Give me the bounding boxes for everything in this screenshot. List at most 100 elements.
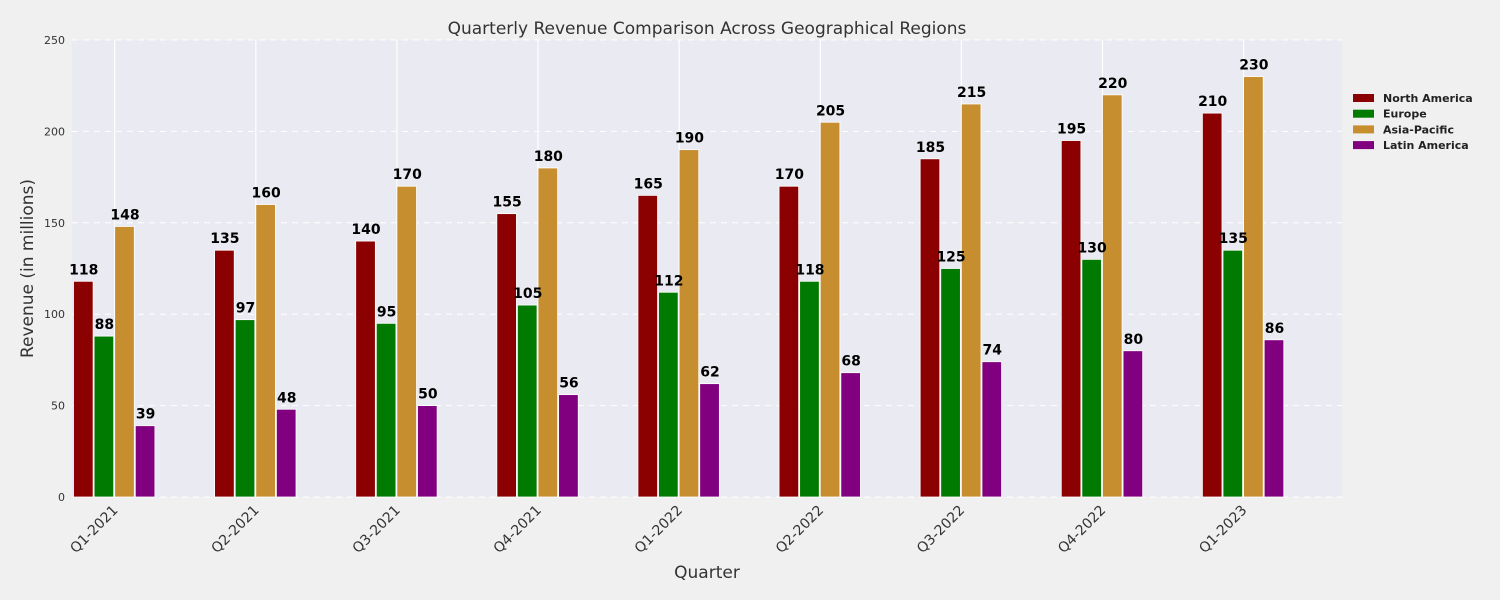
bar <box>93 335 115 498</box>
bar <box>1081 258 1102 498</box>
bar-value-label: 95 <box>377 304 396 320</box>
bar <box>1060 140 1082 498</box>
x-axis-label: Quarter <box>674 563 740 583</box>
bar <box>73 280 94 498</box>
bar-value-label: 140 <box>351 222 380 238</box>
x-tick-label: Q2-2021 <box>208 503 262 557</box>
bar <box>1222 249 1243 498</box>
bar-value-label: 50 <box>418 387 438 403</box>
bar <box>214 249 235 498</box>
legend-swatch <box>1353 109 1374 118</box>
bar-value-label: 62 <box>700 365 719 381</box>
bar <box>558 394 579 498</box>
bar-value-label: 88 <box>95 317 114 333</box>
bar-value-label: 160 <box>251 186 280 202</box>
legend-swatch <box>1353 125 1374 134</box>
bar-value-label: 165 <box>634 176 663 192</box>
legend-label: Asia-Pacific <box>1383 123 1454 136</box>
bar <box>699 383 720 498</box>
bar <box>940 268 961 498</box>
bar-value-label: 215 <box>957 85 986 101</box>
x-tick-label: Q4-2021 <box>491 503 545 557</box>
legend-label: Latin America <box>1383 139 1469 152</box>
bar-value-label: 130 <box>1078 240 1107 256</box>
bar <box>234 319 256 498</box>
bar <box>637 194 658 498</box>
bar-value-label: 185 <box>916 140 945 156</box>
legend-label: North America <box>1383 92 1473 105</box>
x-tick-label: Q3-2022 <box>914 503 968 557</box>
bar <box>919 158 941 498</box>
bar <box>819 121 841 498</box>
bar-value-label: 118 <box>795 262 824 278</box>
x-tick-label: Q1-2021 <box>67 503 121 557</box>
bar <box>778 185 800 498</box>
bar <box>1201 112 1223 498</box>
bar-value-label: 74 <box>983 343 1003 359</box>
y-tick-label: 100 <box>44 308 65 321</box>
legend: North America Europe Asia-Pacific Latin Ame… <box>1353 92 1473 152</box>
bar <box>840 372 861 498</box>
bar <box>658 291 679 498</box>
bar-value-label: 56 <box>559 376 578 392</box>
legend-swatch <box>1353 141 1374 150</box>
bar-value-label: 220 <box>1098 76 1127 92</box>
x-tick-label: Q1-2023 <box>1196 503 1250 557</box>
x-axis-ticks: Q1-2021 Q2-2021 Q3-2021 Q4-2021 Q1-2022 Q2-20… <box>67 503 1250 557</box>
bar-value-label: 180 <box>534 149 563 165</box>
bar <box>1243 76 1264 498</box>
bar-value-label: 97 <box>236 301 255 317</box>
bar <box>276 408 297 498</box>
bar <box>375 322 397 498</box>
bar <box>537 167 559 498</box>
bar <box>1102 94 1123 498</box>
y-axis-label: Revenue (in millions) <box>18 179 38 358</box>
bar <box>981 361 1002 498</box>
legend-label: Europe <box>1383 108 1427 121</box>
bar <box>1122 350 1144 498</box>
bar-value-label: 112 <box>654 273 683 289</box>
bar <box>417 405 438 498</box>
bar <box>678 149 700 498</box>
bar-value-label: 118 <box>69 262 98 278</box>
bar <box>960 103 982 498</box>
y-axis-ticks: 0 50 100 150 200 250 <box>44 34 65 504</box>
bar <box>517 304 538 498</box>
bar-value-label: 105 <box>513 286 542 302</box>
bar <box>114 226 135 498</box>
bar-value-label: 195 <box>1057 122 1086 138</box>
bar-value-label: 170 <box>775 167 804 183</box>
bar <box>396 185 417 498</box>
bar-value-label: 39 <box>136 407 155 423</box>
y-tick-label: 200 <box>44 125 65 138</box>
bar-value-label: 80 <box>1124 332 1144 348</box>
bar-value-label: 48 <box>277 390 296 406</box>
bar-value-label: 205 <box>816 103 845 119</box>
x-tick-label: Q2-2022 <box>773 503 827 557</box>
y-tick-label: 50 <box>51 400 65 413</box>
bar-value-label: 210 <box>1198 94 1227 110</box>
bar <box>799 280 820 498</box>
y-tick-label: 150 <box>44 217 65 230</box>
bar-value-label: 68 <box>841 354 860 370</box>
legend-swatch <box>1353 94 1374 102</box>
chart-title: Quarterly Revenue Comparison Across Geog… <box>448 19 967 39</box>
bar <box>255 204 276 498</box>
bars-layer <box>73 76 1285 498</box>
bar-value-label: 190 <box>675 131 704 147</box>
bar-value-label: 230 <box>1239 58 1268 74</box>
bar <box>355 240 376 498</box>
bar-value-label: 148 <box>110 207 139 223</box>
bar-value-label: 170 <box>393 167 422 183</box>
bar-value-label: 86 <box>1265 321 1284 337</box>
bar <box>1263 339 1285 498</box>
bar-value-label: 155 <box>493 195 522 211</box>
y-tick-label: 250 <box>44 34 65 47</box>
x-tick-label: Q4-2022 <box>1055 503 1109 557</box>
bar-value-label: 125 <box>936 250 965 266</box>
x-tick-label: Q3-2021 <box>350 503 404 557</box>
bar <box>496 213 517 498</box>
x-tick-label: Q1-2022 <box>632 503 686 557</box>
